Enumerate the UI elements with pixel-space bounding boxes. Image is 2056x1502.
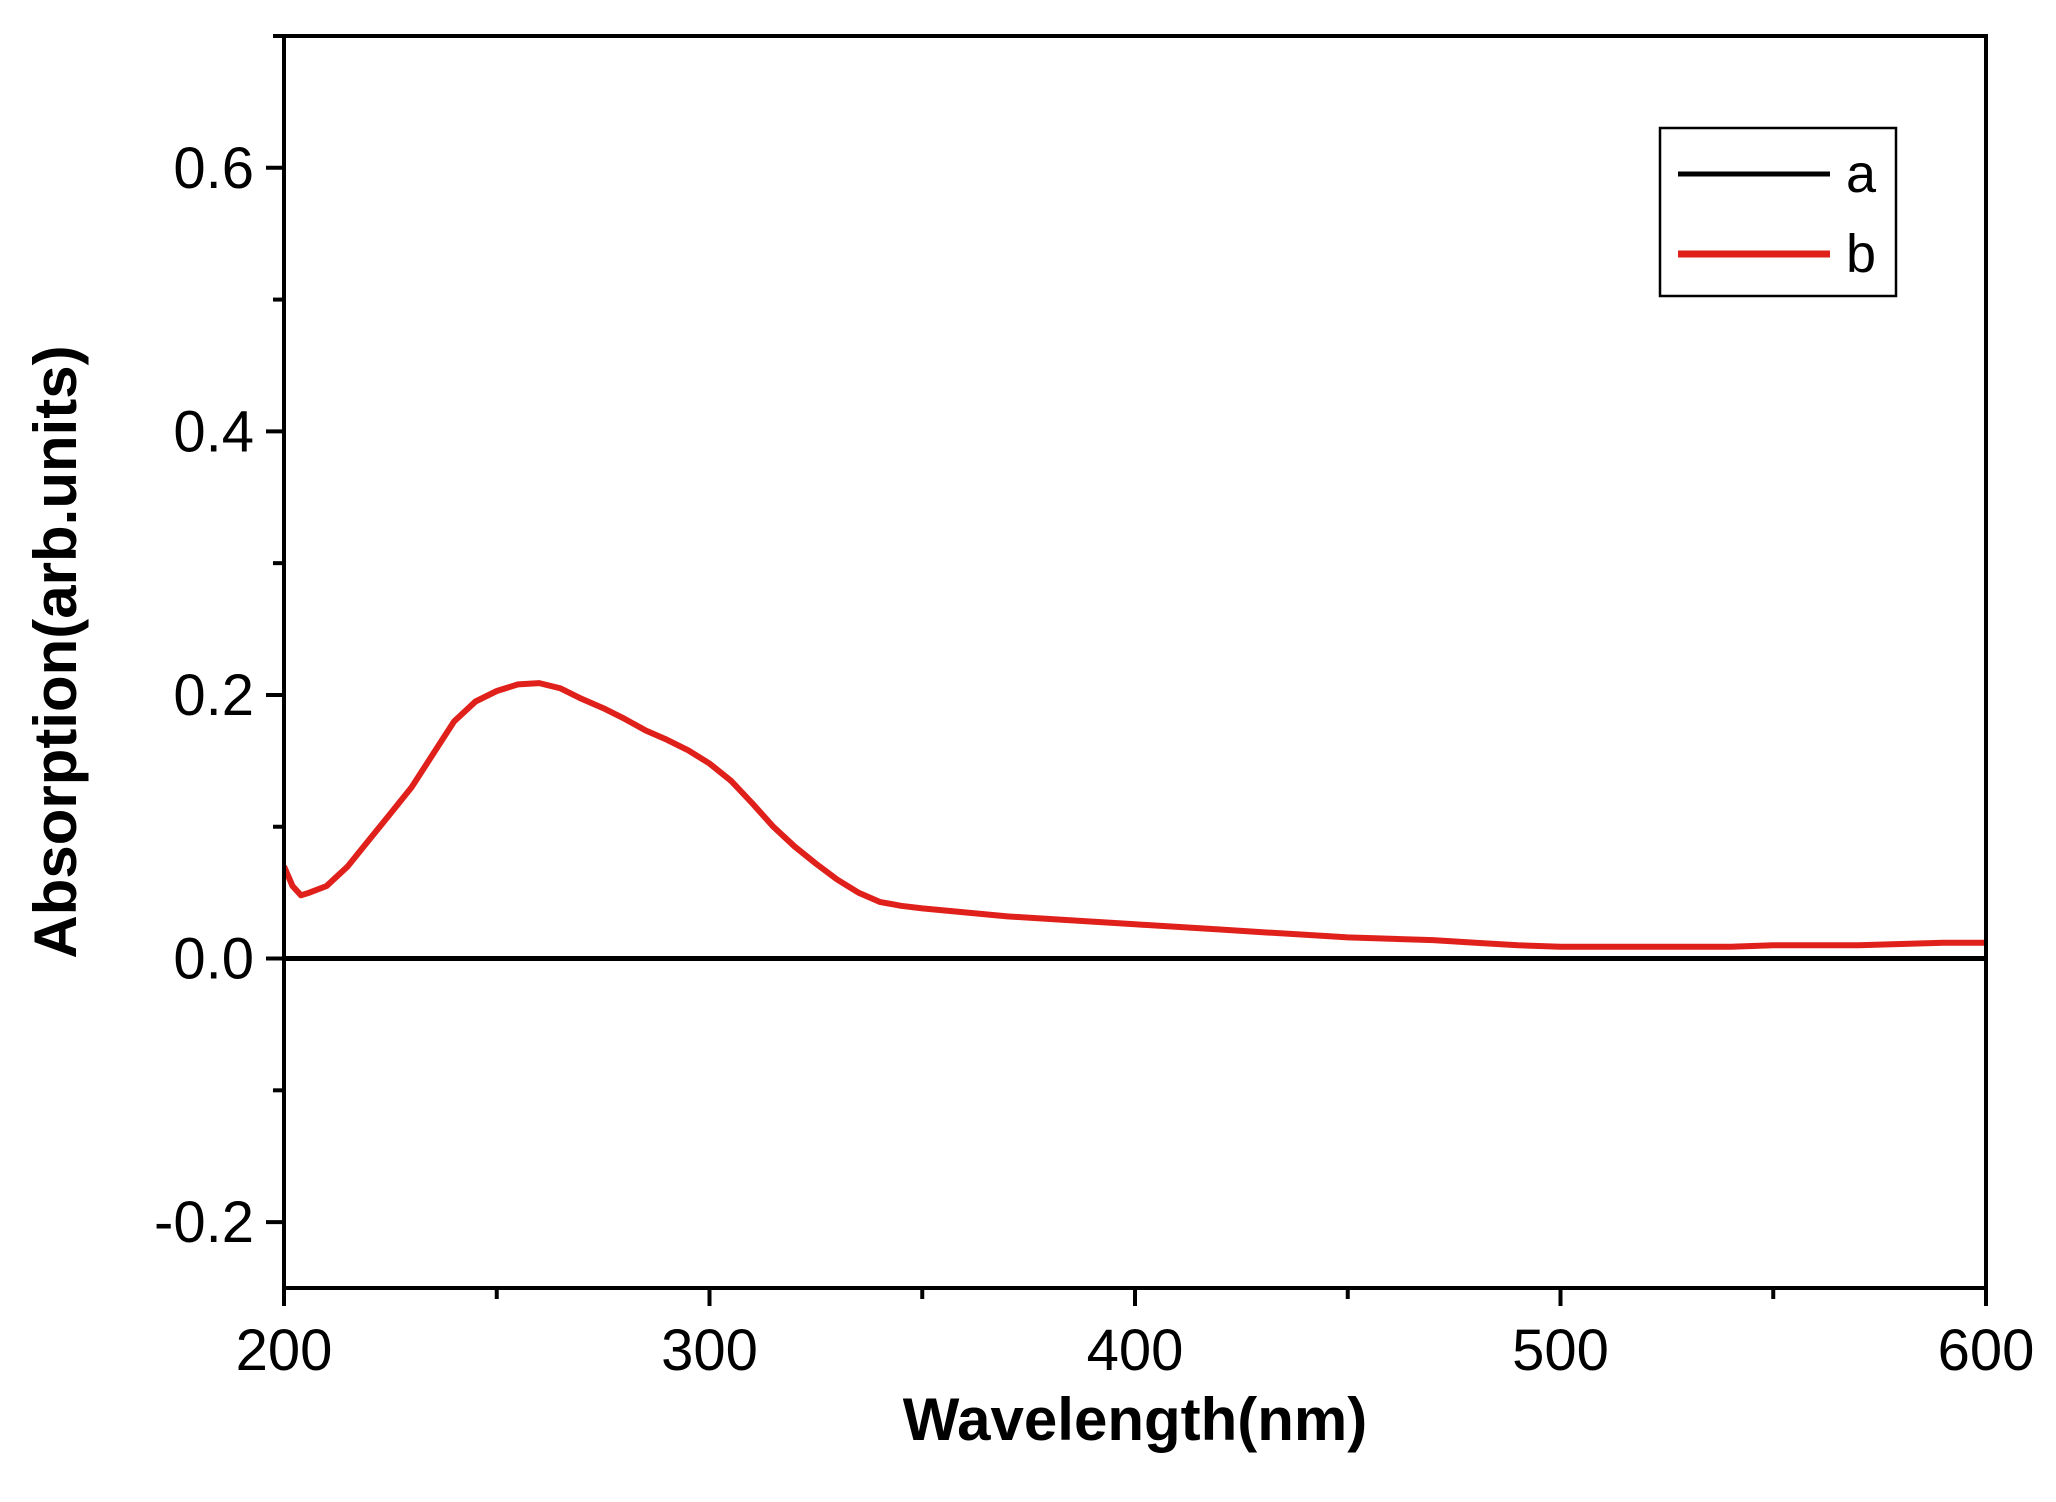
y-tick-label: 0.4 — [173, 399, 254, 464]
x-axis-title: Wavelength(nm) — [903, 1386, 1367, 1453]
y-tick-label: 0.0 — [173, 927, 254, 992]
y-tick-label: -0.2 — [154, 1190, 254, 1255]
legend-label-b: b — [1846, 224, 1876, 284]
x-tick-label: 600 — [1938, 1318, 2035, 1383]
y-tick-label: 0.6 — [173, 136, 254, 201]
series-line-b — [284, 680, 1986, 950]
x-tick-label: 300 — [661, 1318, 758, 1383]
y-axis-title: Absorption(arb.units) — [22, 345, 89, 958]
x-tick-label: 500 — [1512, 1318, 1609, 1383]
y-tick-label: 0.2 — [173, 663, 254, 728]
legend-label-a: a — [1846, 144, 1877, 204]
x-tick-label: 400 — [1087, 1318, 1184, 1383]
legend-box — [1658, 126, 1898, 298]
x-tick-label: 200 — [236, 1318, 333, 1383]
